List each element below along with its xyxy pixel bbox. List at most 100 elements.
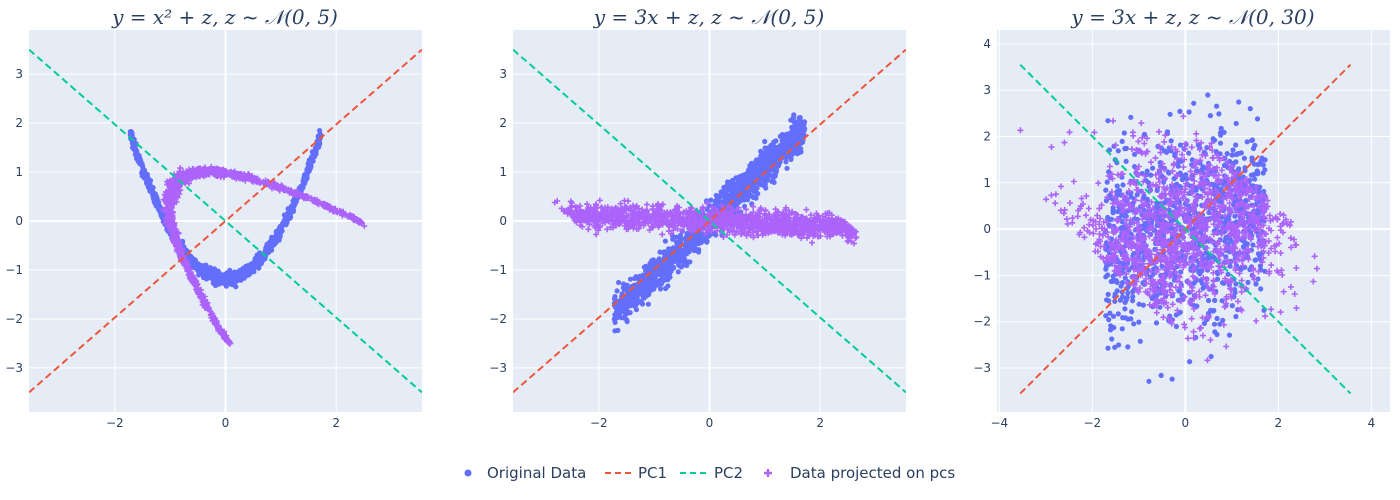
- original-data-point: [285, 212, 291, 218]
- original-data-point: [644, 283, 651, 289]
- projected-data-point: [585, 204, 592, 211]
- original-data-point: [139, 161, 145, 167]
- original-data-point: [198, 268, 204, 274]
- original-data-point: [616, 279, 622, 286]
- projected-data-point: [199, 295, 206, 302]
- original-data-point: [621, 300, 628, 306]
- projected-data-point: [832, 225, 839, 231]
- original-data-point: [676, 239, 682, 245]
- original-data-point: [684, 230, 690, 236]
- original-data-point: [216, 274, 222, 281]
- original-data-point: [791, 147, 798, 153]
- y-tick-label: 0: [15, 214, 23, 228]
- original-data-point: [233, 284, 239, 290]
- projected-data-point: [178, 171, 185, 178]
- projected-data-point: [201, 298, 208, 305]
- projected-data-point: [264, 180, 271, 187]
- projected-data-point: [185, 169, 192, 176]
- original-data-point: [612, 296, 618, 302]
- projected-data-point: [749, 227, 756, 234]
- original-data-point: [673, 234, 680, 240]
- original-data-point: [675, 269, 681, 275]
- original-data-point: [696, 249, 702, 255]
- projected-data-point: [171, 192, 178, 199]
- original-data-point: [769, 152, 775, 158]
- original-data-point: [756, 163, 762, 169]
- projected-data-point: [181, 260, 188, 267]
- original-data-point: [762, 145, 768, 151]
- original-data-point: [613, 305, 619, 311]
- projected-data-point: [577, 222, 584, 229]
- original-data-point: [667, 274, 673, 280]
- original-data-point: [670, 264, 676, 271]
- projected-data-point: [757, 205, 764, 212]
- original-data-point: [798, 146, 804, 152]
- subplot-1-lines: [29, 48, 422, 394]
- projected-data-point: [643, 208, 650, 215]
- original-data-point: [766, 160, 773, 166]
- original-data-point: [304, 166, 310, 172]
- original-data-point: [769, 178, 775, 184]
- y-tick-label: −3: [5, 361, 23, 375]
- original-data-point: [751, 166, 758, 172]
- projected-data-point: [755, 232, 762, 239]
- original-data-point: [300, 178, 306, 184]
- original-data-point: [680, 247, 686, 253]
- projected-data-point: [704, 200, 711, 207]
- original-data-point: [788, 154, 794, 160]
- projected-data-point: [170, 199, 177, 205]
- original-data-point: [146, 182, 152, 188]
- original-data-point: [801, 121, 807, 127]
- original-data-point: [723, 191, 730, 197]
- original-data-point: [796, 124, 803, 130]
- original-data-point: [758, 153, 764, 159]
- original-data-point: [753, 195, 759, 201]
- original-data-point: [664, 268, 671, 274]
- original-data-point: [654, 259, 660, 265]
- original-data-point: [225, 270, 231, 276]
- original-data-point: [661, 271, 667, 277]
- original-data-point: [277, 230, 283, 236]
- original-data-point: [615, 309, 621, 316]
- projected-data-point: [339, 212, 346, 219]
- original-data-point: [756, 172, 762, 179]
- original-data-point: [201, 264, 207, 270]
- projected-data-point: [165, 198, 172, 205]
- original-data-point: [627, 276, 634, 282]
- original-data-point: [309, 149, 315, 155]
- projected-data-point: [699, 217, 706, 224]
- projected-data-point: [204, 304, 211, 311]
- original-data-point: [290, 208, 297, 214]
- projected-data-point: [182, 179, 189, 186]
- projected-data-point: [709, 204, 715, 211]
- projected-data-point: [624, 219, 630, 225]
- projected-data-point: [318, 200, 325, 207]
- projected-data-point: [210, 314, 217, 321]
- projected-data-point: [851, 227, 858, 234]
- projected-data-point: [693, 219, 700, 226]
- projected-data-point: [321, 203, 328, 210]
- projected-data-point: [192, 168, 199, 175]
- projected-data-point: [670, 227, 677, 234]
- original-data-point: [698, 240, 704, 246]
- original-data-point: [241, 272, 247, 278]
- original-data-point: [128, 129, 134, 135]
- projected-data-point: [193, 286, 200, 293]
- original-data-point: [135, 152, 141, 158]
- projected-data-point: [185, 268, 192, 275]
- original-data-point: [657, 286, 664, 292]
- original-data-point: [742, 176, 749, 182]
- projected-data-point: [190, 276, 197, 283]
- projected-data-point: [197, 291, 204, 298]
- projected-data-point: [302, 194, 309, 201]
- projected-data-point: [782, 206, 789, 213]
- projected-data-point: [262, 177, 269, 184]
- x-tick-label: 2: [332, 416, 340, 430]
- original-data-point: [764, 155, 770, 161]
- projected-data-point: [625, 225, 632, 232]
- projected-data-point: [551, 199, 558, 206]
- original-data-point: [207, 268, 213, 274]
- original-data-point: [666, 246, 672, 252]
